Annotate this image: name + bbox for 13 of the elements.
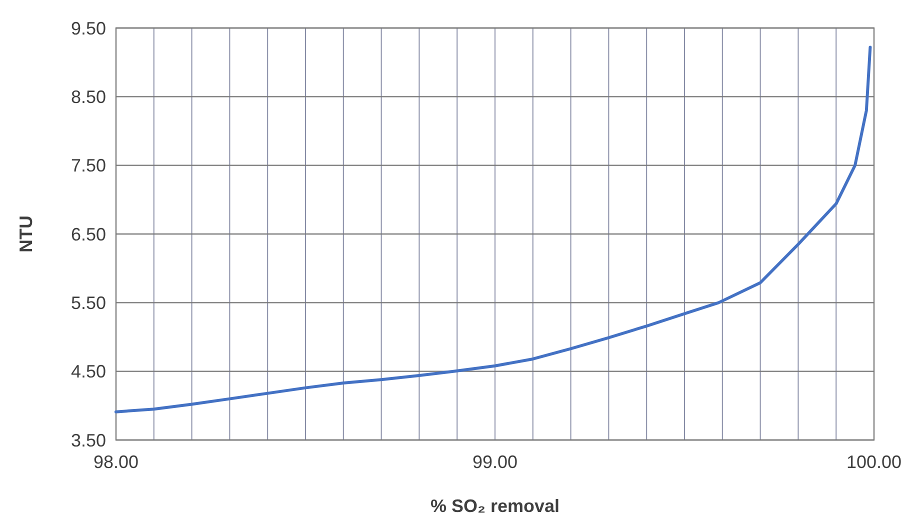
line-series xyxy=(114,46,872,414)
x-axis-title: % SO₂ removal xyxy=(430,496,560,516)
y-tick-label: 4.50 xyxy=(70,362,106,382)
x-tick-label: 99.00 xyxy=(472,452,518,472)
x-tick-label: 98.00 xyxy=(93,452,139,472)
y-tick-label: 7.50 xyxy=(70,156,106,176)
y-tick-label: 8.50 xyxy=(70,86,106,107)
y-axis-title: NTU xyxy=(16,216,36,252)
y-tick-label: 6.50 xyxy=(70,224,106,244)
y-tick-label: 5.50 xyxy=(70,292,106,313)
y-tick-label: 3.50 xyxy=(70,430,106,450)
y-tick-label: 9.50 xyxy=(70,18,106,38)
x-tick-label: 100.00 xyxy=(846,452,902,472)
